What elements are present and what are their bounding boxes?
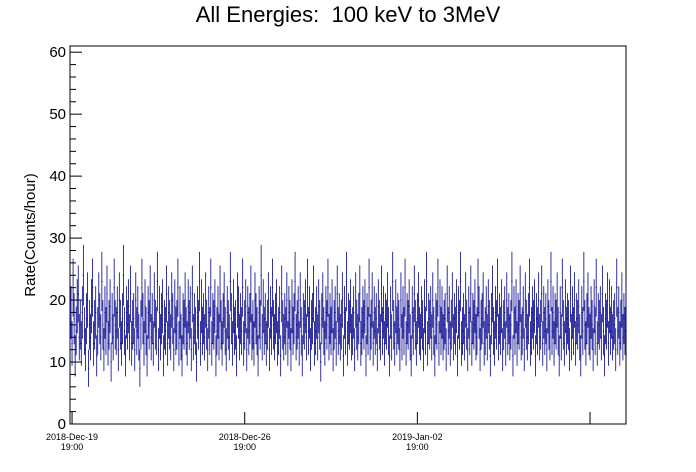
y-tick-label: 10 [49, 354, 66, 371]
x-tick-time-label: 19:00 [61, 442, 84, 452]
x-tick-date-label: 2018-Dec-26 [219, 432, 271, 442]
y-tick-label: 60 [49, 44, 66, 61]
x-tick-time-label: 19:00 [233, 442, 256, 452]
y-tick-label: 30 [49, 230, 66, 247]
chart-title: All Energies: 100 keV to 3MeV [195, 2, 501, 27]
y-tick-label: 20 [49, 292, 66, 309]
x-axis: 2018-Dec-1919:002018-Dec-2619:002019-Jan… [46, 412, 591, 452]
y-axis: 0 10 20 30 40 50 60 [49, 44, 82, 433]
y-tick-label: 50 [49, 106, 66, 123]
x-tick-date-label: 2019-Jan-02 [392, 432, 443, 442]
plot-frame [69, 45, 627, 425]
x-tick-time-label: 19:00 [406, 442, 429, 452]
y-axis-label: Rate(Counts/hour) [22, 173, 39, 296]
y-tick-label: 40 [49, 168, 66, 185]
y-tick-label: 0 [58, 416, 66, 433]
data-series [69, 244, 627, 387]
x-tick-date-label: 2018-Dec-19 [46, 432, 98, 442]
